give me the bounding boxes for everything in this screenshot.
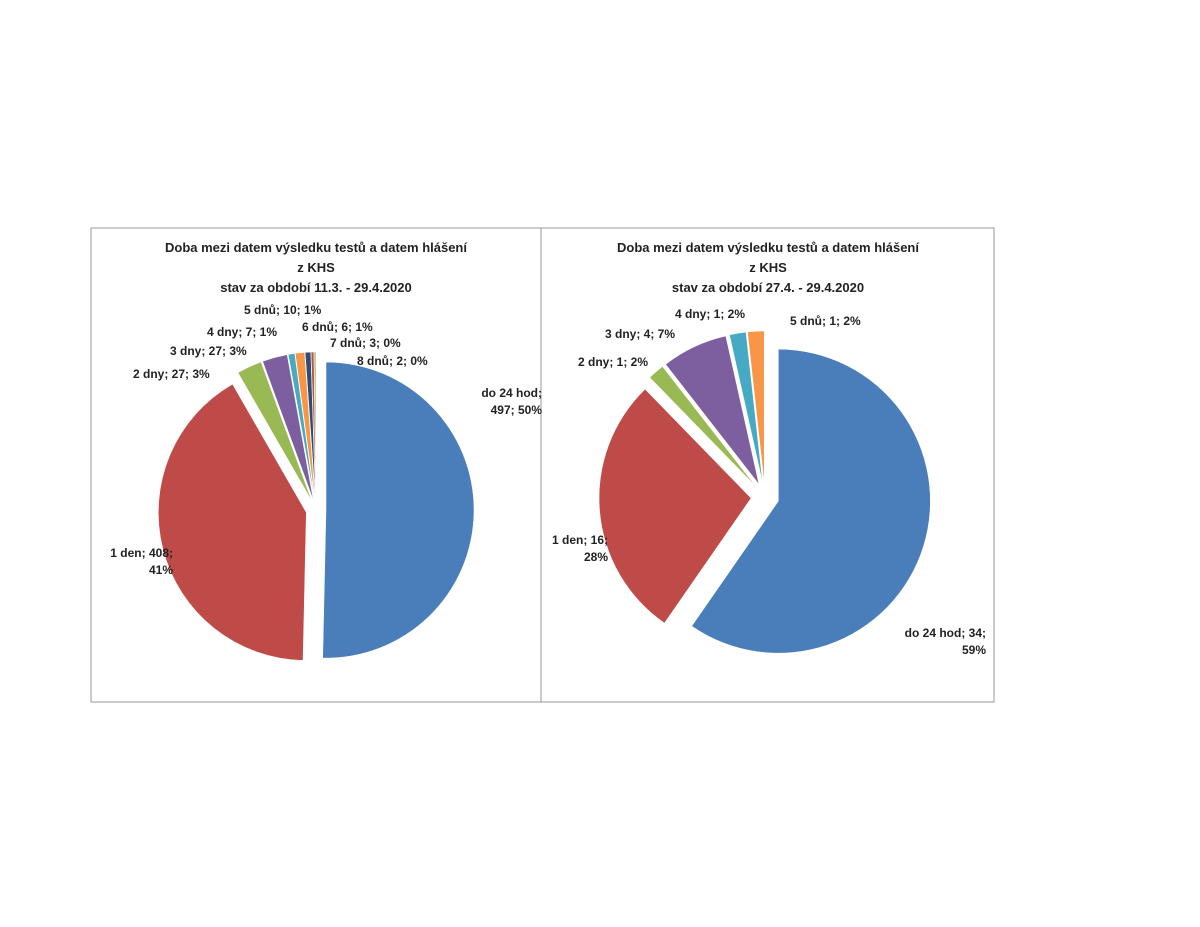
- data-label: 4 dny; 7; 1%: [207, 325, 278, 339]
- data-label: 3 dny; 4; 7%: [605, 327, 676, 341]
- chart-title: stav za období 11.3. - 29.4.2020: [220, 280, 411, 295]
- pie-slice: [598, 388, 752, 624]
- data-label: 3 dny; 27; 3%: [170, 344, 247, 358]
- chart-title: stav za období 27.4. - 29.4.2020: [672, 280, 864, 295]
- pie-slice: [237, 361, 313, 502]
- pie-slice: [158, 383, 307, 661]
- pie-slice: [322, 361, 475, 659]
- chart-title: z KHS: [297, 260, 335, 275]
- data-label: 5 dnů; 1; 2%: [790, 314, 861, 328]
- data-label: 1 den; 408; 41%: [110, 546, 173, 577]
- data-label: 1 den; 16; 28%: [551, 533, 608, 564]
- pie-slice: [747, 330, 765, 484]
- pie-slice: [294, 352, 316, 501]
- pie-slice: [691, 348, 931, 654]
- pie-slice: [313, 351, 317, 501]
- data-label: 2 dny; 27; 3%: [133, 367, 210, 381]
- pie-slice: [287, 353, 315, 501]
- data-label: do 24 hod; 34; 59%: [904, 626, 986, 657]
- data-label: 2 dny; 1; 2%: [578, 355, 649, 369]
- pie-slice: [649, 366, 757, 487]
- data-label: 7 dnů; 3; 0%: [330, 336, 401, 350]
- chart-frame: [540, 227, 995, 703]
- data-label: do 24 hod; 497; 50%: [481, 386, 542, 417]
- chart-title: Doba mezi datem výsledku testů a datem h…: [617, 240, 919, 255]
- data-label: 6 dnů; 6; 1%: [302, 320, 373, 334]
- pie-slice: [304, 351, 316, 501]
- pie-slice: [729, 331, 763, 484]
- chart-title: z KHS: [749, 260, 787, 275]
- pie-slice: [665, 335, 760, 485]
- pie-slice: [262, 354, 314, 501]
- data-label: 5 dnů; 10; 1%: [244, 303, 322, 317]
- data-label: 8 dnů; 2; 0%: [357, 354, 428, 368]
- data-label: 4 dny; 1; 2%: [675, 307, 746, 321]
- chart-title: Doba mezi datem výsledku testů a datem h…: [165, 240, 467, 255]
